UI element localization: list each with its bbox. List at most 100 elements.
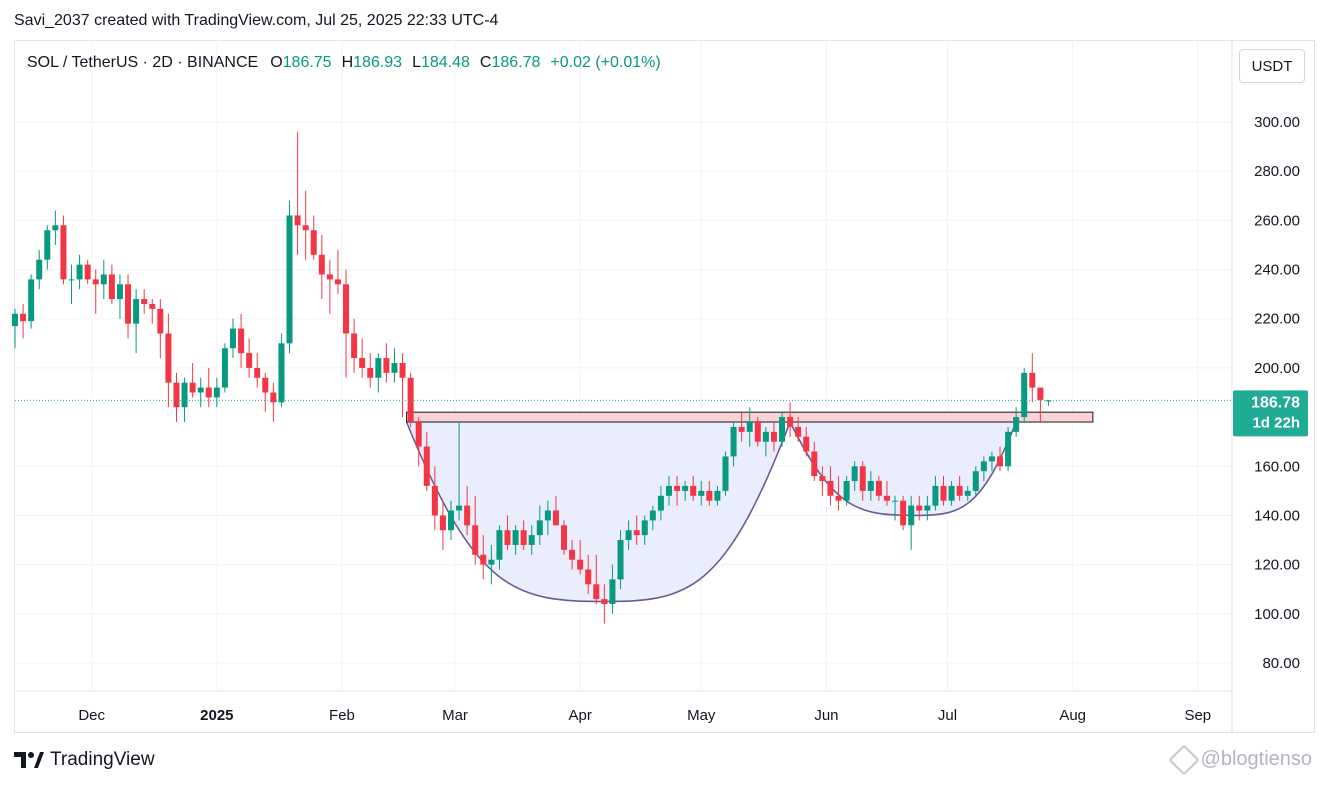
candle-body[interactable] <box>609 579 616 604</box>
candle-body[interactable] <box>310 230 317 255</box>
candle-body[interactable] <box>722 456 729 491</box>
candle-body[interactable] <box>254 367 261 378</box>
candle-body[interactable] <box>569 549 576 560</box>
candle-body[interactable] <box>351 333 358 359</box>
candle-body[interactable] <box>76 264 83 280</box>
candle-body[interactable] <box>851 466 858 482</box>
candle-body[interactable] <box>819 476 826 482</box>
candle-body[interactable] <box>964 490 971 496</box>
candle-body[interactable] <box>593 584 600 600</box>
candle-body[interactable] <box>125 284 132 324</box>
candle-body[interactable] <box>948 485 955 501</box>
candle-body[interactable] <box>690 485 697 496</box>
candle-body[interactable] <box>439 515 446 531</box>
candle-body[interactable] <box>577 559 584 570</box>
candle-body[interactable] <box>92 279 99 285</box>
candle-body[interactable] <box>141 299 148 304</box>
candle-body[interactable] <box>714 490 721 501</box>
candle-body[interactable] <box>318 254 325 275</box>
candle-body[interactable] <box>601 599 608 604</box>
candle-body[interactable] <box>900 500 907 526</box>
candle-body[interactable] <box>431 485 438 516</box>
candle-body[interactable] <box>391 362 398 373</box>
candle-body[interactable] <box>36 259 43 280</box>
candle-body[interactable] <box>956 485 963 496</box>
candle-body[interactable] <box>746 422 753 432</box>
candle-body[interactable] <box>770 431 777 442</box>
candle-body[interactable] <box>875 481 882 496</box>
candle-body[interactable] <box>520 530 527 545</box>
candle-body[interactable] <box>149 303 156 309</box>
candle-body[interactable] <box>674 485 681 491</box>
candle-body[interactable] <box>1029 372 1036 388</box>
candle-body[interactable] <box>456 505 463 511</box>
candle-body[interactable] <box>738 426 745 432</box>
candle-body[interactable] <box>883 495 890 501</box>
candle-body[interactable] <box>867 481 874 491</box>
candle-body[interactable] <box>68 279 75 281</box>
candle-body[interactable] <box>246 353 253 368</box>
candle-body[interactable] <box>682 485 689 491</box>
candle-body[interactable] <box>892 500 899 502</box>
candle-body[interactable] <box>359 358 366 368</box>
candle-body[interactable] <box>399 362 406 378</box>
candle-body[interactable] <box>464 505 471 526</box>
candle-body[interactable] <box>803 436 810 452</box>
candle-body[interactable] <box>294 215 301 226</box>
candle-body[interactable] <box>383 358 390 373</box>
candle-body[interactable] <box>205 387 212 398</box>
candle-body[interactable] <box>270 392 277 403</box>
candle-body[interactable] <box>165 333 172 383</box>
candle-body[interactable] <box>157 308 164 334</box>
candle-body[interactable] <box>1013 417 1020 432</box>
candle-body[interactable] <box>52 225 59 231</box>
candle-body[interactable] <box>28 279 35 322</box>
candle-body[interactable] <box>221 348 228 388</box>
candle-body[interactable] <box>552 510 559 526</box>
candle-body[interactable] <box>1045 400 1052 402</box>
candle-body[interactable] <box>116 284 123 300</box>
candle-body[interactable] <box>706 490 713 501</box>
candle-body[interactable] <box>1021 372 1028 418</box>
candle-body[interactable] <box>44 230 51 260</box>
candle-body[interactable] <box>528 535 535 545</box>
candle-body[interactable] <box>278 343 285 403</box>
candle-body[interactable] <box>334 279 341 285</box>
candle-body[interactable] <box>544 510 551 521</box>
tradingview-logo[interactable]: TradingView <box>14 749 155 771</box>
candle-body[interactable] <box>657 495 664 511</box>
candle-body[interactable] <box>1005 431 1012 467</box>
candle-body[interactable] <box>197 387 204 393</box>
candle-body[interactable] <box>496 530 503 560</box>
candle-body[interactable] <box>625 530 632 541</box>
candle-body[interactable] <box>60 225 67 280</box>
candle-body[interactable] <box>698 490 705 496</box>
candle-body[interactable] <box>932 485 939 506</box>
candle-body[interactable] <box>997 456 1004 467</box>
candle-body[interactable] <box>20 313 27 322</box>
candle-body[interactable] <box>972 471 979 491</box>
candle-body[interactable] <box>811 451 818 477</box>
candle-body[interactable] <box>649 510 656 521</box>
candle-body[interactable] <box>423 446 430 486</box>
candle-body[interactable] <box>980 461 987 472</box>
candle-body[interactable] <box>286 215 293 344</box>
candle-body[interactable] <box>617 540 624 580</box>
candle-body[interactable] <box>488 559 495 565</box>
candle-body[interactable] <box>367 367 374 378</box>
candle-body[interactable] <box>480 554 487 565</box>
candle-body[interactable] <box>843 481 850 501</box>
candle-body[interactable] <box>754 422 761 442</box>
candle-body[interactable] <box>1037 387 1044 400</box>
currency-button[interactable]: USDT <box>1239 49 1305 83</box>
candle-body[interactable] <box>641 520 648 536</box>
candle-body[interactable] <box>827 481 834 496</box>
candle-body[interactable] <box>665 485 672 496</box>
candle-body[interactable] <box>988 456 995 462</box>
candle-body[interactable] <box>504 530 511 545</box>
candle-body[interactable] <box>472 525 479 555</box>
candle-body[interactable] <box>133 299 140 324</box>
candle-body[interactable] <box>407 377 414 423</box>
candle-body[interactable] <box>189 382 196 393</box>
candle-body[interactable] <box>181 382 188 408</box>
